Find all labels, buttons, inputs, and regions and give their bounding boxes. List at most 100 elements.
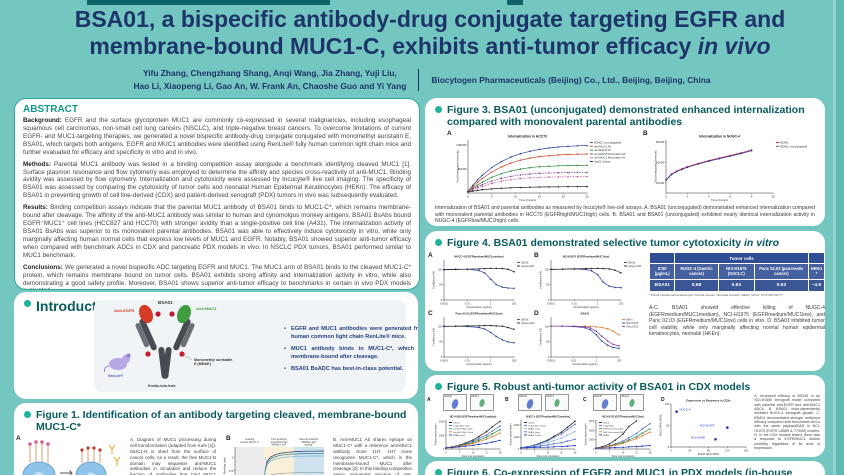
intro-bullet-2: MUC1 antibody binds to MUC1-C*, which re…: [284, 346, 418, 361]
diagram-label-renlite: RenLite®: [108, 374, 123, 378]
svg-text:Panc 02.03: Panc 02.03: [626, 326, 639, 329]
abstract-conclusions-label: Conclusions:: [23, 263, 65, 271]
figure4-right-column: Tumor cells IC50 (µg/mL) NUGC-4 (Gastric c…: [649, 252, 825, 366]
panel-letter-c: C: [583, 397, 587, 404]
ic50-table: Tumor cells IC50 (µg/mL) NUGC-4 (Gastric c…: [649, 252, 825, 292]
svg-text:anti-EGFR ADC 5mpk: anti-EGFR ADC 5mpk: [453, 428, 473, 431]
introduction-card: Introduction: [14, 292, 418, 399]
svg-text:50: 50: [439, 283, 442, 287]
svg-text:BSA01: BSA01: [780, 141, 789, 145]
svg-text:0: 0: [668, 445, 670, 449]
svg-text:0: 0: [467, 195, 469, 199]
svg-text:Tumor volume (mm³): Tumor volume (mm³): [585, 423, 588, 445]
figure4-row1: 0.0001 0.01 1 100 0 50 100 NUGC-4 (EGFRmedium/M…: [431, 252, 643, 309]
svg-text:1: 1: [596, 358, 598, 362]
diagram-label-bsa01: BSA01: [158, 300, 173, 305]
flow-inset-label: EGFR: [519, 394, 527, 398]
diagram-label-anti-egfr: Anti-EGFR: [114, 308, 135, 313]
svg-text:BSA01 (unconjugated): BSA01 (unconjugated): [594, 141, 621, 145]
svg-text:Isotype ADC 10mpk: Isotype ADC 10mpk: [528, 425, 546, 428]
svg-text:28: 28: [649, 451, 652, 454]
figure4-row2: 0.0001 0.01 1 100 0 50 100 Panc 02.03 (EGFRmedi…: [431, 309, 643, 366]
abstract-methods-label: Methods:: [23, 160, 54, 168]
poster-title-italic: in vivo: [697, 33, 771, 60]
figure3-header: Figure 3. BSA01 (unconjugated) demonstra…: [425, 98, 825, 130]
svg-text:BSA01: BSA01: [603, 434, 610, 437]
intro-bullet-3: BSA01 BsADC has best-in-class potential.: [284, 366, 418, 374]
figure4-heading-main: Figure 4. BSA01 demonstrated selective t…: [447, 237, 745, 249]
flow-inset-label: MUC1: [546, 394, 554, 398]
svg-text:0.01: 0.01: [571, 358, 577, 362]
figure5-chart-a: 0 7 14 21 28 0 1000 2000 NCI-H1650 (EGFRmedium/M…: [433, 412, 503, 457]
svg-text:10: 10: [514, 195, 518, 199]
panel-letter-b: B: [505, 397, 509, 404]
abstract-background-label: Background:: [23, 117, 65, 124]
section-bullet-icon: [435, 469, 442, 475]
figure1-header: Figure 1. Identification of an antibody …: [14, 403, 418, 435]
svg-text:10000: 10000: [656, 181, 665, 185]
poster-title-main: BSA01, a bispecific antibody-drug conjug…: [74, 6, 786, 60]
section-bullet-icon: [435, 383, 442, 390]
section-bullet-icon: [435, 239, 442, 246]
figure6-header: Figure 6. Co-expression of EGFR and MUC1…: [425, 461, 825, 475]
svg-text:Vehicle: Vehicle: [528, 423, 535, 425]
svg-text:anti-EGFR Monovalent Ab: anti-EGFR Monovalent Ab: [594, 152, 626, 156]
svg-text:1: 1: [232, 456, 234, 460]
svg-text:50: 50: [666, 424, 669, 428]
svg-text:14: 14: [622, 451, 625, 454]
svg-text:Tumor volume (mm³): Tumor volume (mm³): [435, 423, 438, 445]
svg-text:0: 0: [445, 451, 447, 454]
muc1-c-domains-right: [80, 446, 102, 452]
svg-text:anti-EGFR Ab: anti-EGFR Ab: [594, 148, 611, 152]
svg-text:analog*: analog*: [305, 443, 314, 447]
svg-text:50: 50: [439, 340, 442, 344]
figure4-header: Figure 4. BSA01 demonstrated selective t…: [425, 231, 825, 251]
abstract-background-text: EGFR and the surface glycoprotein MUC1 a…: [23, 117, 411, 156]
svg-text:Internalization in NUGC-4: Internalization in NUGC-4: [699, 135, 740, 139]
svg-text:21: 21: [485, 451, 488, 454]
svg-text:100: 100: [512, 358, 517, 362]
svg-text:Panc 02.03 (EGFRmedium/MUC1low: Panc 02.03 (EGFRmedium/MUC1low): [455, 312, 502, 316]
diagram-label-knobs-into-hole: Knobs-into-hole: [148, 384, 176, 388]
introduction-panel: BSA01 Anti-EGFR Anti-MUC1 Monomethyl aur…: [94, 300, 418, 392]
svg-text:Concentration (µg/mL): Concentration (µg/mL): [572, 362, 598, 366]
panel-letter-b: B: [226, 435, 231, 443]
svg-text:NUGC-4: NUGC-4: [679, 408, 690, 412]
svg-text:100: 100: [665, 402, 670, 406]
svg-text:NCI-H1975: NCI-H1975: [700, 423, 715, 427]
author-affiliation-divider: [418, 68, 420, 91]
mmae-payload-dots: [145, 311, 185, 357]
svg-text:20: 20: [562, 195, 566, 199]
muc1-stalks-left: [29, 443, 49, 464]
svg-text:hIgG1 isotype: hIgG1 isotype: [594, 160, 611, 164]
svg-text:2000: 2000: [589, 429, 595, 432]
ic50-table-footnote: * Primary Epidermal Keratinocytes; Norma…: [649, 292, 783, 297]
flow-inset-muc1: MUC1: [619, 394, 644, 412]
svg-text:14: 14: [547, 451, 550, 454]
svg-text:100: 100: [438, 324, 443, 328]
svg-text:HEKn: HEKn: [626, 319, 633, 322]
svg-text:NUGC-4 (EGFRmedium/MUC1medium): NUGC-4 (EGFRmedium/MUC1medium): [454, 255, 503, 259]
figure3-caption: Internalization of BSA01 and parental an…: [435, 205, 815, 225]
svg-text:EGFR benchmark ADC: EGFR benchmark ADC: [603, 428, 624, 431]
flow-inset-egfr: EGFR: [442, 394, 467, 412]
svg-text:50: 50: [546, 340, 549, 344]
svg-text:1000: 1000: [514, 436, 520, 439]
flow-inset-label: MUC1: [621, 394, 629, 398]
figure4-caption: A-C. BSA01 showed effective killing of N…: [649, 304, 825, 338]
svg-text:anti-MUC1 ADC 5mpk: anti-MUC1 ADC 5mpk: [453, 431, 473, 434]
svg-text:NCI-H1650: NCI-H1650: [691, 435, 706, 439]
svg-text:NCI-H1650 (EGFRmedium/MUC1medi: NCI-H1650 (EGFRmedium/MUC1medium): [450, 416, 497, 419]
authors-line2: Hao Li, Xiaopeng Li, Gao An, W. Frank An…: [133, 80, 407, 91]
svg-text:5: 5: [491, 195, 493, 199]
svg-text:25: 25: [585, 195, 589, 199]
svg-text:80: 80: [707, 448, 710, 452]
figure6-card: Figure 6. Co-expression of EGFR and MUC1…: [425, 461, 825, 475]
svg-text:0.01: 0.01: [465, 358, 471, 362]
figure5-panel-c: EGFR MUC1 0 7 14 21 28 0 1000 2000 3000 NCI-H1975…: [583, 394, 653, 457]
svg-text:Isotype ADC 5mpk: Isotype ADC 5mpk: [453, 425, 470, 428]
antibody-structure-drawing: [104, 304, 195, 379]
svg-text:BSA01: BSA01: [521, 319, 529, 322]
svg-text:Days post inoculation: Days post inoculation: [537, 455, 560, 457]
svg-text:BSA01 10mpk: BSA01 10mpk: [528, 434, 541, 437]
